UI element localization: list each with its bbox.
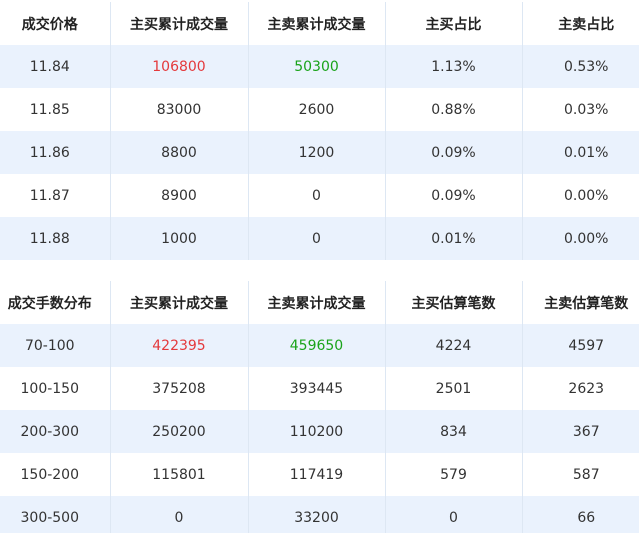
buy-ratio-cell: 0.09%	[385, 131, 523, 174]
buy-ratio-cell: 0.01%	[385, 217, 523, 260]
sell-ratio-cell: 0.00%	[522, 217, 639, 260]
sell-volume-cell: 459650	[248, 324, 386, 367]
buy-volume-cell: 375208	[110, 367, 249, 410]
table-row: 11.88 1000 0 0.01% 0.00%	[0, 217, 639, 260]
header-lot-distribution[interactable]: 成交手数分布	[0, 281, 111, 324]
table-row: 11.87 8900 0 0.09% 0.00%	[0, 174, 639, 217]
sell-volume-cell: 0	[248, 174, 386, 217]
buy-ratio-cell: 0.09%	[385, 174, 523, 217]
sell-count-cell: 66	[522, 496, 639, 533]
buy-volume-cell: 8900	[110, 174, 249, 217]
sell-volume-cell: 110200	[248, 410, 386, 453]
buy-volume-cell: 422395	[110, 324, 249, 367]
table-row: 300-500 0 33200 0 66	[0, 496, 639, 533]
header-active-sell-volume[interactable]: 主卖累计成交量	[248, 2, 386, 45]
table-row: 11.86 8800 1200 0.09% 0.01%	[0, 131, 639, 174]
sell-count-cell: 367	[522, 410, 639, 453]
lot-range-cell: 70-100	[0, 324, 111, 367]
header-estimated-sell-count[interactable]: 主卖估算笔数	[522, 281, 639, 324]
price-cell: 11.85	[0, 88, 111, 131]
price-cell: 11.86	[0, 131, 111, 174]
table-separator	[0, 262, 639, 281]
header-trade-price[interactable]: 成交价格	[0, 2, 111, 45]
buy-volume-cell: 250200	[110, 410, 249, 453]
buy-volume-cell: 8800	[110, 131, 249, 174]
lot-range-cell: 100-150	[0, 367, 111, 410]
table-row: 11.84 106800 50300 1.13% 0.53%	[0, 45, 639, 88]
buy-ratio-cell: 0.88%	[385, 88, 523, 131]
table-row: 100-150 375208 393445 2501 2623	[0, 367, 639, 410]
header-estimated-buy-count[interactable]: 主买估算笔数	[385, 281, 523, 324]
header-active-buy-volume[interactable]: 主买累计成交量	[110, 281, 249, 324]
buy-count-cell: 2501	[385, 367, 523, 410]
price-cell: 11.87	[0, 174, 111, 217]
header-active-sell-volume[interactable]: 主卖累计成交量	[248, 281, 386, 324]
table-row: 150-200 115801 117419 579 587	[0, 453, 639, 496]
table-row: 200-300 250200 110200 834 367	[0, 410, 639, 453]
buy-count-cell: 834	[385, 410, 523, 453]
header-active-buy-ratio[interactable]: 主买占比	[385, 2, 523, 45]
sell-volume-cell: 50300	[248, 45, 386, 88]
buy-count-cell: 579	[385, 453, 523, 496]
sell-ratio-cell: 0.00%	[522, 174, 639, 217]
sell-count-cell: 2623	[522, 367, 639, 410]
buy-volume-cell: 1000	[110, 217, 249, 260]
sell-volume-cell: 117419	[248, 453, 386, 496]
sell-ratio-cell: 0.03%	[522, 88, 639, 131]
sell-volume-cell: 1200	[248, 131, 386, 174]
table-row: 11.85 83000 2600 0.88% 0.03%	[0, 88, 639, 131]
sell-volume-cell: 393445	[248, 367, 386, 410]
price-cell: 11.84	[0, 45, 111, 88]
buy-volume-cell: 115801	[110, 453, 249, 496]
sell-count-cell: 587	[522, 453, 639, 496]
price-cell: 11.88	[0, 217, 111, 260]
buy-volume-cell: 106800	[110, 45, 249, 88]
buy-volume-cell: 0	[110, 496, 249, 533]
sell-ratio-cell: 0.01%	[522, 131, 639, 174]
table-row: 70-100 422395 459650 4224 4597	[0, 324, 639, 367]
buy-volume-cell: 83000	[110, 88, 249, 131]
price-volume-table: 成交价格 主买累计成交量 主卖累计成交量 主买占比 主卖占比 11.84 106…	[0, 2, 639, 260]
header-active-buy-volume[interactable]: 主买累计成交量	[110, 2, 249, 45]
sell-volume-cell: 2600	[248, 88, 386, 131]
sell-volume-cell: 33200	[248, 496, 386, 533]
lot-range-cell: 300-500	[0, 496, 111, 533]
lot-range-cell: 150-200	[0, 453, 111, 496]
buy-ratio-cell: 1.13%	[385, 45, 523, 88]
lot-distribution-table: 成交手数分布 主买累计成交量 主卖累计成交量 主买估算笔数 主卖估算笔数 70-…	[0, 281, 639, 533]
header-active-sell-ratio[interactable]: 主卖占比	[522, 2, 639, 45]
buy-count-cell: 0	[385, 496, 523, 533]
header-row: 成交手数分布 主买累计成交量 主卖累计成交量 主买估算笔数 主卖估算笔数	[0, 281, 639, 324]
sell-count-cell: 4597	[522, 324, 639, 367]
lot-range-cell: 200-300	[0, 410, 111, 453]
header-row: 成交价格 主买累计成交量 主卖累计成交量 主买占比 主卖占比	[0, 2, 639, 45]
sell-volume-cell: 0	[248, 217, 386, 260]
buy-count-cell: 4224	[385, 324, 523, 367]
sell-ratio-cell: 0.53%	[522, 45, 639, 88]
